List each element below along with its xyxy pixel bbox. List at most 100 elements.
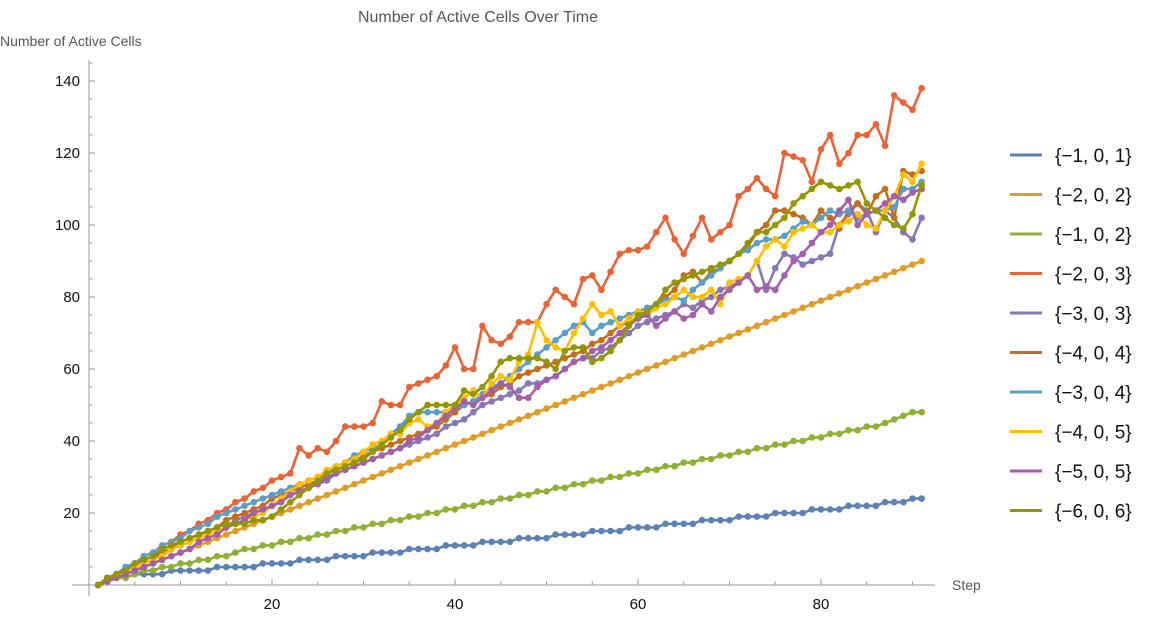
- data-point: [845, 502, 852, 510]
- data-point: [781, 311, 788, 319]
- data-point: [515, 318, 523, 326]
- data-point: [616, 250, 623, 258]
- data-point: [259, 542, 267, 549]
- data-point: [570, 531, 578, 538]
- data-point: [204, 520, 212, 528]
- legend-label: {−3, 0, 4}: [1055, 383, 1132, 404]
- data-point: [195, 538, 203, 546]
- data-point: [808, 300, 816, 308]
- data-point: [277, 506, 285, 513]
- data-point: [753, 286, 761, 294]
- data-point: [836, 160, 843, 168]
- data-point: [588, 527, 596, 535]
- data-point: [497, 495, 505, 502]
- data-point: [369, 473, 376, 481]
- data-point: [360, 524, 367, 531]
- data-point: [781, 250, 788, 258]
- data-point: [149, 560, 157, 567]
- data-point: [826, 430, 834, 438]
- data-point: [479, 538, 486, 546]
- data-point: [213, 552, 221, 560]
- data-point: [268, 502, 276, 510]
- legend-label: {−2, 0, 3}: [1055, 265, 1132, 286]
- data-point: [643, 365, 651, 373]
- data-point: [204, 556, 212, 564]
- data-point: [762, 318, 770, 326]
- data-point: [177, 549, 184, 556]
- data-point: [881, 207, 889, 214]
- data-point: [753, 228, 761, 236]
- data-point: [177, 538, 184, 546]
- data-point: [378, 549, 386, 556]
- data-point: [259, 495, 267, 502]
- data-point: [671, 279, 678, 286]
- data-point: [653, 524, 660, 531]
- data-point: [387, 401, 395, 409]
- data-point: [771, 236, 779, 243]
- data-point: [762, 221, 770, 229]
- data-point: [845, 196, 852, 204]
- data-point: [341, 552, 349, 560]
- data-point: [222, 509, 230, 517]
- data-point: [433, 401, 441, 409]
- data-point: [689, 347, 697, 355]
- data-point: [305, 556, 312, 564]
- data-point: [890, 203, 898, 211]
- data-point: [607, 268, 614, 276]
- data-point: [140, 556, 148, 564]
- data-point: [588, 300, 596, 308]
- data-point: [680, 297, 688, 304]
- data-point: [790, 257, 797, 265]
- data-point: [451, 419, 459, 427]
- data-point: [762, 228, 770, 236]
- data-point: [817, 214, 825, 222]
- data-point: [268, 542, 276, 549]
- data-point: [909, 261, 916, 268]
- legend-item: {−5, 0, 5}: [1010, 462, 1132, 483]
- data-point: [808, 257, 816, 265]
- legend-label: {−2, 0, 2}: [1055, 186, 1132, 207]
- data-point: [781, 272, 788, 279]
- data-point: [771, 207, 779, 214]
- data-point: [918, 182, 925, 189]
- data-point: [524, 491, 532, 499]
- data-point: [826, 207, 834, 214]
- data-point: [131, 560, 139, 567]
- data-point: [588, 340, 596, 348]
- data-point: [442, 423, 450, 430]
- data-point: [890, 214, 898, 222]
- legend-item: {−4, 0, 4}: [1010, 344, 1132, 365]
- data-point: [616, 315, 623, 322]
- data-point: [241, 502, 248, 510]
- data-point: [817, 207, 825, 214]
- data-point: [570, 322, 578, 330]
- data-point: [470, 365, 477, 373]
- data-point: [433, 509, 441, 517]
- data-point: [378, 441, 386, 448]
- data-point: [442, 444, 450, 452]
- data-point: [890, 221, 898, 229]
- data-point: [405, 383, 413, 391]
- data-point: [726, 286, 733, 294]
- data-point: [863, 200, 871, 207]
- data-point: [790, 308, 797, 315]
- data-point: [653, 315, 660, 322]
- data-point: [158, 570, 166, 578]
- data-point: [854, 131, 861, 139]
- data-point: [314, 495, 322, 502]
- data-point: [415, 434, 422, 441]
- data-point: [488, 372, 495, 380]
- data-point: [296, 556, 303, 564]
- data-point: [744, 513, 752, 520]
- data-point: [717, 286, 724, 294]
- data-point: [900, 185, 907, 193]
- data-point: [625, 524, 633, 531]
- data-point: [726, 452, 733, 459]
- data-point: [698, 300, 706, 308]
- data-point: [771, 509, 779, 517]
- data-point: [781, 509, 788, 517]
- data-point: [735, 279, 742, 286]
- data-point: [305, 498, 312, 506]
- data-point: [680, 315, 688, 322]
- data-point: [890, 416, 898, 423]
